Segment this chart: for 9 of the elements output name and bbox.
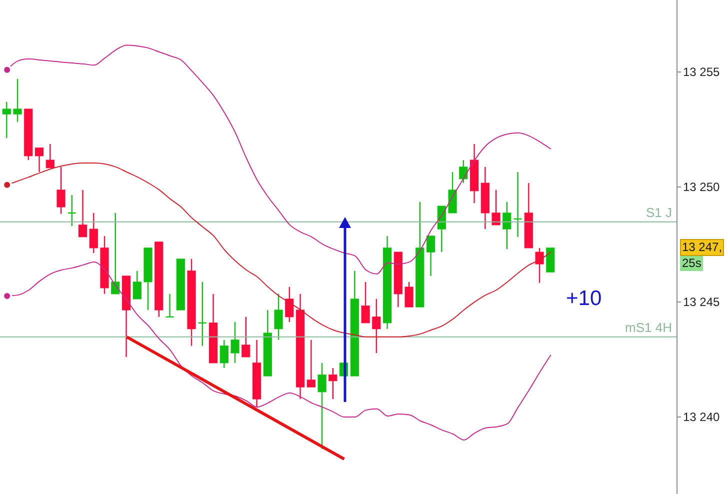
y-tick-label: 13 240	[683, 410, 720, 424]
ref-line-label: mS1 4H	[625, 320, 672, 335]
y-tick-label: 13 245	[683, 295, 720, 310]
ref-line-label: S1 J	[646, 204, 672, 220]
text: 25s	[680, 256, 704, 271]
text: +10	[566, 287, 602, 311]
y-tick-label: 13 250	[683, 180, 720, 194]
text: 13 247,	[680, 239, 724, 256]
y-tick-label: 13 255	[683, 65, 720, 80]
